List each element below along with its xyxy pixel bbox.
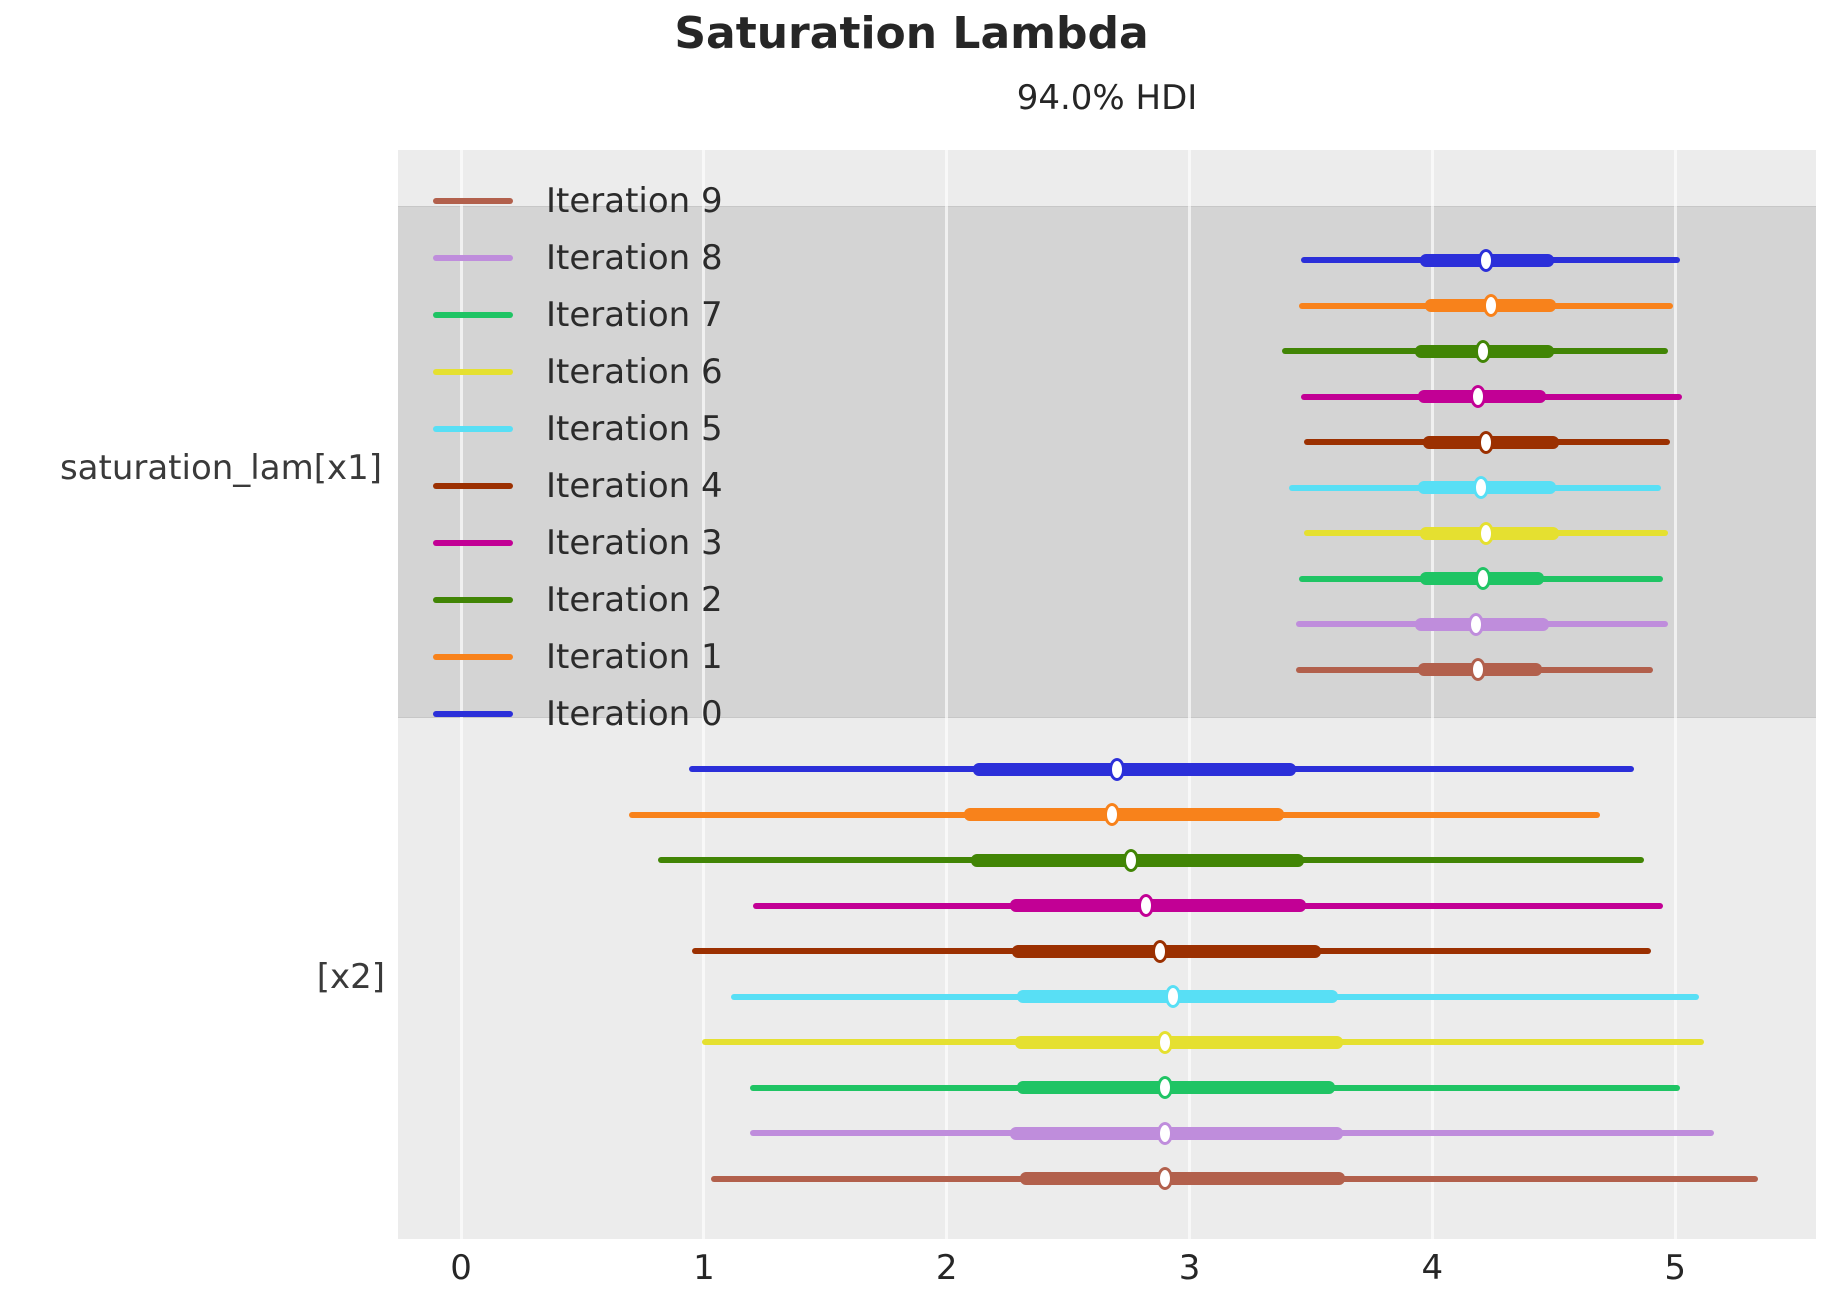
legend-label: Iteration 6 <box>546 352 723 392</box>
legend-label: Iteration 9 <box>546 181 723 221</box>
legend-line-swatch <box>433 483 513 489</box>
interquartile-line <box>963 808 1285 821</box>
gridline <box>1673 150 1677 1239</box>
ylabel-saturation-lam-x1: saturation_lam[x1] <box>59 448 382 488</box>
median-marker <box>1468 612 1485 636</box>
legend-line-swatch <box>433 540 513 546</box>
interquartile-line <box>1014 1035 1343 1049</box>
median-marker <box>1108 757 1125 781</box>
interquartile-line <box>1009 1126 1343 1140</box>
ylabel-x2: [x2] <box>316 957 385 997</box>
legend-label: Iteration 8 <box>546 238 723 278</box>
median-marker <box>1475 567 1492 590</box>
median-marker <box>1103 803 1120 826</box>
legend-label: Iteration 4 <box>546 466 723 506</box>
x-tick-label: 3 <box>1178 1248 1201 1288</box>
median-marker <box>1157 1076 1174 1099</box>
legend-line-swatch <box>433 312 513 318</box>
gridline <box>1430 150 1434 1239</box>
x-tick-label: 2 <box>935 1248 958 1288</box>
legend-line-swatch <box>433 654 513 660</box>
median-marker <box>1157 1030 1174 1054</box>
legend-label: Iteration 2 <box>546 580 723 620</box>
legend-line-swatch <box>433 711 513 717</box>
median-marker <box>1472 476 1489 499</box>
axes-title-hdi: 94.0% HDI <box>1016 78 1198 118</box>
legend-label: Iteration 0 <box>546 694 723 734</box>
median-marker <box>1470 658 1487 681</box>
median-marker <box>1477 248 1494 272</box>
interquartile-line <box>1009 899 1307 912</box>
median-marker <box>1123 848 1140 872</box>
plot-area: Iteration 9 Iteration 8 Iteration 7 Iterati… <box>398 150 1816 1239</box>
median-marker <box>1470 385 1487 408</box>
median-marker <box>1157 1121 1174 1145</box>
gridline <box>459 150 463 1239</box>
median-marker <box>1477 521 1494 545</box>
gridline <box>945 150 949 1239</box>
median-marker <box>1152 939 1169 963</box>
legend-line-swatch <box>433 597 513 603</box>
gridline <box>702 150 706 1239</box>
median-marker <box>1482 294 1499 317</box>
shaded-band-0 <box>398 206 1816 718</box>
x-tick-label: 0 <box>450 1248 472 1288</box>
gridline <box>1188 150 1192 1239</box>
legend-line-swatch <box>433 255 513 261</box>
legend-line-swatch <box>433 369 513 375</box>
legend-line-swatch <box>433 426 513 432</box>
x-tick-label: 1 <box>693 1248 715 1288</box>
median-marker <box>1137 894 1154 917</box>
median-marker <box>1164 985 1181 1008</box>
interquartile-line <box>973 762 1297 776</box>
legend-label: Iteration 5 <box>546 409 723 449</box>
x-tick-label: 4 <box>1421 1248 1444 1288</box>
legend-line-swatch <box>433 198 513 204</box>
median-marker <box>1477 430 1494 454</box>
median-marker <box>1475 339 1492 363</box>
figure-title: Saturation Lambda <box>674 8 1149 59</box>
legend-label: Iteration 1 <box>546 637 723 677</box>
legend-label: Iteration 7 <box>546 295 723 335</box>
legend-label: Iteration 3 <box>546 523 723 563</box>
interquartile-line <box>1019 1172 1345 1185</box>
interquartile-line <box>1017 1081 1336 1094</box>
median-marker <box>1157 1167 1174 1190</box>
x-tick-label: 5 <box>1664 1248 1686 1288</box>
